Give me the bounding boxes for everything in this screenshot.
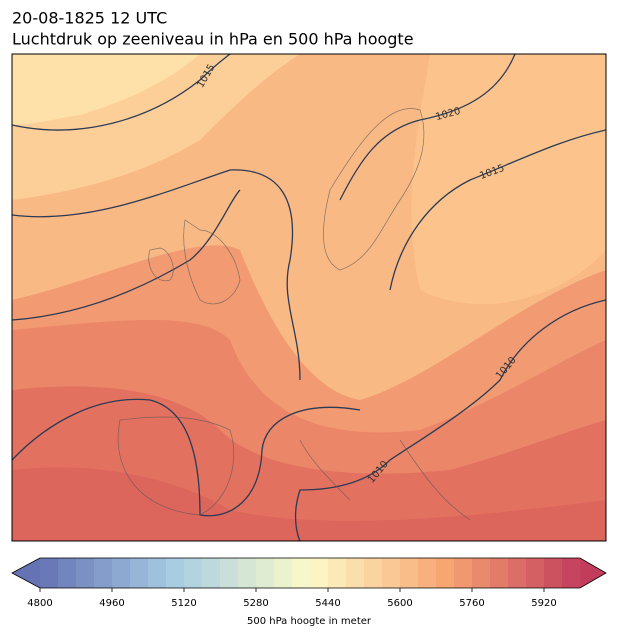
colorbar-segment: [310, 558, 329, 588]
colorbar-extend: [580, 558, 606, 588]
colorbar-segment: [220, 558, 239, 588]
colorbar-segment: [292, 558, 311, 588]
colorbar-segment: [508, 558, 527, 588]
map: [12, 54, 606, 541]
colorbar-tick-label: 5280: [243, 598, 268, 609]
colorbar-segment: [238, 558, 257, 588]
colorbar-segment: [130, 558, 149, 588]
colorbar-outline: [11, 557, 607, 589]
colorbar-segment: [436, 558, 455, 588]
colorbar-segment: [202, 558, 221, 588]
colorbar-segment: [346, 558, 365, 588]
map-frame: [11, 53, 607, 542]
colorbar-label: 500 hPa hoogte in meter: [247, 616, 372, 627]
colorbar-segment: [58, 558, 77, 588]
subtitle: Luchtdruk op zeeniveau in hPa en 500 hPa…: [12, 30, 414, 49]
colorbar-tick-label: 5120: [171, 598, 196, 609]
colorbar-tick-label: 4800: [27, 598, 52, 609]
colorbar-extend: [12, 558, 40, 588]
colorbar-segment: [40, 558, 59, 588]
colorbar-segment: [526, 558, 545, 588]
colorbar-segment: [94, 558, 113, 588]
colorbar-segment: [382, 558, 401, 588]
colorbar-segment: [256, 558, 275, 588]
colorbar-segment: [274, 558, 293, 588]
colorbar-segment: [544, 558, 563, 588]
colorbar-segment: [148, 558, 167, 588]
colorbar-segment: [490, 558, 509, 588]
colorbar-segment: [184, 558, 203, 588]
colorbar-segment: [400, 558, 419, 588]
colorbar-segment: [454, 558, 473, 588]
colorbar-segment: [328, 558, 347, 588]
colorbar-tick-label: 5920: [531, 598, 556, 609]
colorbar-segment: [562, 558, 581, 588]
colorbar-segment: [112, 558, 131, 588]
colorbar-segment: [418, 558, 437, 588]
colorbar-segment: [76, 558, 95, 588]
colorbar-tick-label: 5600: [387, 598, 412, 609]
colorbar-segment: [364, 558, 383, 588]
colorbar-tick-label: 5440: [315, 598, 340, 609]
colorbar-tick-label: 4960: [99, 598, 124, 609]
colorbar-tick-label: 5760: [459, 598, 484, 609]
colorbar-segment: [472, 558, 491, 588]
title: 20-08-1825 12 UTC: [12, 9, 167, 28]
colorbar-segment: [166, 558, 185, 588]
colorbar: 4800 4960 5120 5280 5440 5600 5760 5920: [11, 557, 607, 609]
